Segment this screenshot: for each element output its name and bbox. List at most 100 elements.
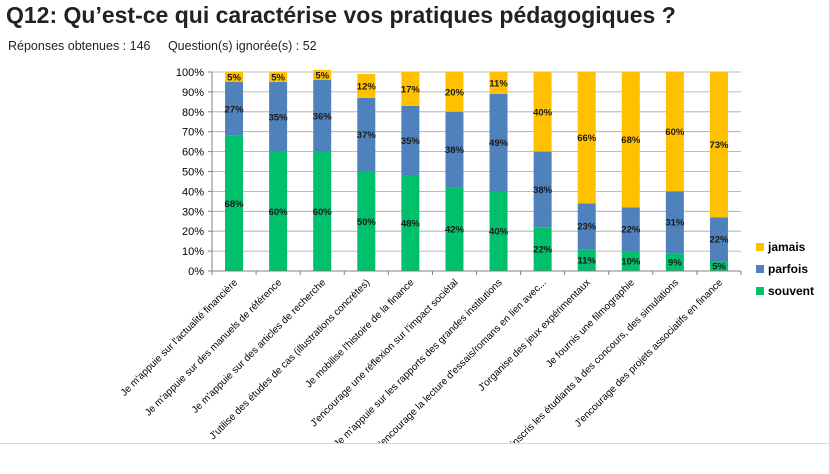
bar-segment-jamais (269, 72, 288, 82)
category-label: J'utilise des études de cas (illustratio… (208, 277, 373, 442)
data-label: 5% (712, 262, 726, 273)
bar-segment-jamais (489, 72, 508, 94)
bar-segment-souvent (225, 135, 244, 271)
y-tick-label: 90% (182, 87, 204, 99)
bar-segment-jamais (621, 72, 640, 208)
legend-label-jamais: jamais (767, 240, 806, 254)
x-axis: Je m'appuie sur l'actualité financièreJe… (119, 270, 742, 443)
data-label: 37% (357, 130, 377, 141)
responses-count: Réponses obtenues : 146 (8, 39, 151, 53)
bar-segment-souvent (489, 191, 508, 271)
data-label: 68% (225, 199, 245, 210)
data-label: 20% (445, 87, 465, 98)
bar-segment-jamais (533, 72, 552, 152)
bar-segment-parfois (533, 151, 552, 228)
data-label: 60% (665, 127, 685, 138)
legend-swatch-souvent (756, 287, 764, 295)
bar-segment-parfois (401, 105, 420, 176)
data-label: 23% (577, 222, 597, 233)
data-label: 22% (709, 235, 729, 246)
data-label: 60% (269, 207, 289, 218)
bar-segment-parfois (665, 191, 684, 254)
skipped-count: Question(s) ignorée(s) : 52 (167, 39, 317, 53)
category-label: J'encourage des projets associatifs en f… (573, 277, 726, 430)
data-label: 38% (445, 145, 465, 156)
bar-segment-jamais (225, 72, 244, 82)
data-label: 48% (401, 219, 421, 230)
bar-segment-souvent (313, 151, 332, 271)
y-tick-label: 20% (182, 226, 204, 238)
bar-segment-parfois (225, 81, 244, 136)
chart-bars: 68% 27% 5% 60% 35% 5% 60% 36% 5% 50% 37% 12% 48% 35% 1… (225, 70, 729, 273)
y-tick-label: 10% (182, 246, 204, 258)
bar-segment-souvent (269, 151, 288, 271)
bar-segment-jamais (401, 72, 420, 106)
bar-segment-souvent (401, 175, 420, 271)
bar-segment-jamais (445, 72, 464, 112)
legend-swatch-jamais (756, 243, 764, 251)
data-label: 40% (489, 227, 509, 238)
bar-segment-jamais (357, 73, 376, 98)
y-tick-label: 50% (182, 167, 204, 179)
legend-swatch-parfois (756, 265, 764, 273)
data-label: 60% (313, 207, 333, 218)
chart-grid (212, 71, 741, 272)
data-label: 35% (401, 136, 421, 147)
chart-legend: jamais parfois souvent (756, 240, 814, 298)
bar-segment-souvent (665, 253, 684, 271)
bar-segment-jamais (709, 72, 728, 218)
stacked-bar-chart: 0% 10% 20% 30% 40% 50% 60% 70% 80% 90% 100% 68% 27%… (119, 67, 814, 443)
data-label: 36% (313, 111, 333, 122)
bar-segment-souvent (577, 249, 596, 271)
bar-segment-parfois (621, 207, 640, 252)
data-label: 11% (489, 78, 508, 89)
y-tick-label: 40% (182, 186, 204, 198)
category-label: Je m'appuie sur les rapports des grandes… (332, 277, 505, 443)
data-label: 5% (271, 72, 285, 83)
bar-segment-parfois (489, 93, 508, 192)
y-tick-label: 100% (176, 67, 204, 79)
data-label: 17% (401, 84, 421, 95)
category-label: Je fournis une filmographie (544, 277, 637, 370)
page-title: Q12: Qu’est-ce qui caractérise vos prati… (6, 2, 676, 28)
y-tick-label: 70% (182, 127, 204, 139)
bar-segment-parfois (577, 203, 596, 250)
data-label: 5% (227, 72, 241, 83)
bar-segment-parfois (445, 111, 464, 188)
data-label: 22% (533, 245, 553, 256)
data-label: 42% (445, 225, 465, 236)
data-label: 49% (489, 138, 509, 149)
y-tick-label: 80% (182, 107, 204, 119)
data-label: 73% (709, 140, 729, 151)
bar-segment-souvent (709, 261, 728, 271)
bar-segment-parfois (313, 79, 332, 152)
bar-segment-souvent (357, 171, 376, 271)
data-label: 9% (668, 258, 682, 269)
bar-segment-souvent (533, 227, 552, 271)
y-tick-label: 30% (182, 206, 204, 218)
survey-stats: Réponses obtenues : 146 Question(s) igno… (8, 39, 331, 53)
data-label: 11% (577, 256, 596, 267)
data-label: 40% (533, 107, 553, 118)
data-label: 10% (621, 257, 641, 268)
bar-segment-jamais (577, 72, 596, 204)
bar-segment-souvent (445, 187, 464, 271)
category-label: J'encourage la lecture d'essais/romans e… (374, 277, 549, 443)
bar-segment-parfois (357, 97, 376, 172)
data-label: 35% (269, 112, 289, 123)
data-label: 12% (357, 81, 377, 92)
data-label: 66% (577, 133, 597, 144)
data-label: 22% (621, 225, 641, 236)
legend-label-parfois: parfois (768, 262, 808, 276)
bar-segment-parfois (709, 217, 728, 262)
y-tick-label: 0% (188, 266, 204, 278)
data-label: 50% (357, 217, 377, 228)
data-label: 38% (533, 185, 553, 196)
bar-segment-jamais (665, 72, 684, 192)
bar-segment-parfois (269, 81, 288, 152)
y-axis: 0% 10% 20% 30% 40% 50% 60% 70% 80% 90% 100% (176, 67, 213, 278)
bottom-divider (0, 443, 829, 444)
data-label: 27% (225, 104, 245, 115)
data-label: 5% (315, 70, 329, 81)
y-tick-label: 60% (182, 147, 204, 159)
